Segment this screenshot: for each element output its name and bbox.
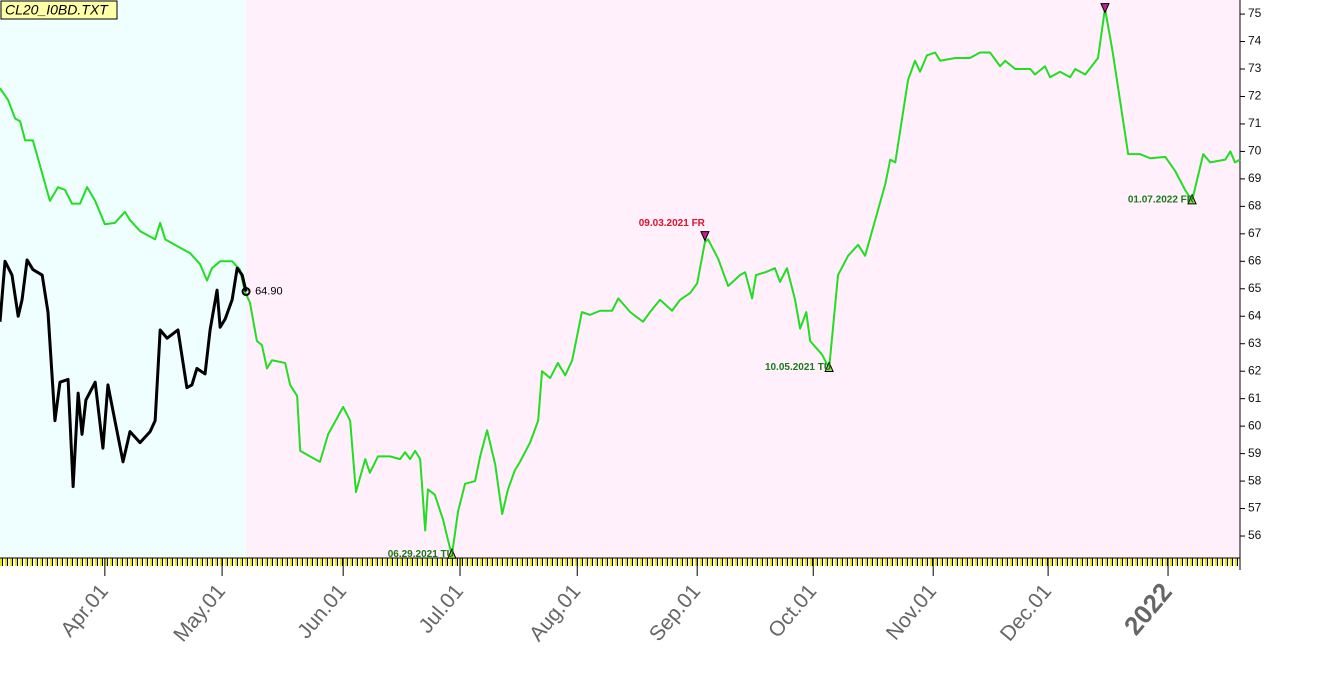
y-tick-label: 71 <box>1248 116 1262 130</box>
y-tick-label: 66 <box>1248 253 1262 267</box>
x-tick-label: 2022 <box>1118 577 1178 641</box>
low-marker <box>1187 193 1197 205</box>
high-label: 09.03.2021 FR <box>639 218 706 229</box>
y-tick-label: 62 <box>1248 363 1262 377</box>
x-tick-label: Oct.01 <box>764 580 821 642</box>
x-tick-label: Dec.01 <box>996 580 1056 646</box>
y-tick-label: 64 <box>1248 308 1262 322</box>
y-tick-label: 57 <box>1248 501 1262 515</box>
y-tick-label: 69 <box>1248 171 1262 185</box>
y-tick-label: 67 <box>1248 226 1262 240</box>
last-value-marker <box>241 287 251 297</box>
y-tick-label: 75 <box>1248 6 1262 20</box>
high-marker <box>1100 3 1110 14</box>
x-tick-label: Apr.01 <box>56 580 113 641</box>
shade-forecast <box>246 0 1240 558</box>
minor-ticks <box>0 558 1240 566</box>
y-tick-label: 59 <box>1248 446 1262 460</box>
x-tick-label: Jun.01 <box>293 580 351 643</box>
y-tick-label: 68 <box>1248 199 1262 213</box>
y-tick-label: 56 <box>1248 528 1262 542</box>
x-tick-label: May.01 <box>169 580 230 646</box>
series-line <box>0 258 248 489</box>
chart-title: CL20_I0BD.TXT <box>5 2 109 18</box>
y-tick-label: 73 <box>1248 61 1262 75</box>
y-tick-label: 63 <box>1248 336 1262 350</box>
series-line <box>0 7 1241 557</box>
y-tick-label: 74 <box>1248 34 1262 48</box>
last-value-label: 64.90 <box>255 285 283 297</box>
y-tick-label: 58 <box>1248 473 1262 487</box>
x-tick-label: Nov.01 <box>882 580 941 645</box>
y-tick-label: 61 <box>1248 391 1262 405</box>
high-label: 12.16.2021 TH <box>1039 0 1105 1</box>
y-tick-label: 72 <box>1248 89 1262 103</box>
low-marker <box>824 361 834 372</box>
low-marker <box>447 548 457 559</box>
y-tick-label: 70 <box>1248 144 1262 158</box>
x-tick-label: Aug.01 <box>525 580 585 646</box>
y-tick-label: 65 <box>1248 281 1262 295</box>
low-label: 10.05.2021 TU <box>765 362 831 373</box>
shade-history <box>0 0 247 558</box>
low-label: 06.29.2021 TU <box>388 549 454 560</box>
x-tick-label: Sep.01 <box>645 580 705 646</box>
low-label: 01.07.2022 FR <box>1128 195 1195 206</box>
title-box <box>0 0 118 20</box>
high-marker <box>700 231 710 242</box>
x-tick-label: Jul.01 <box>414 580 468 638</box>
y-tick-label: 60 <box>1248 418 1262 432</box>
